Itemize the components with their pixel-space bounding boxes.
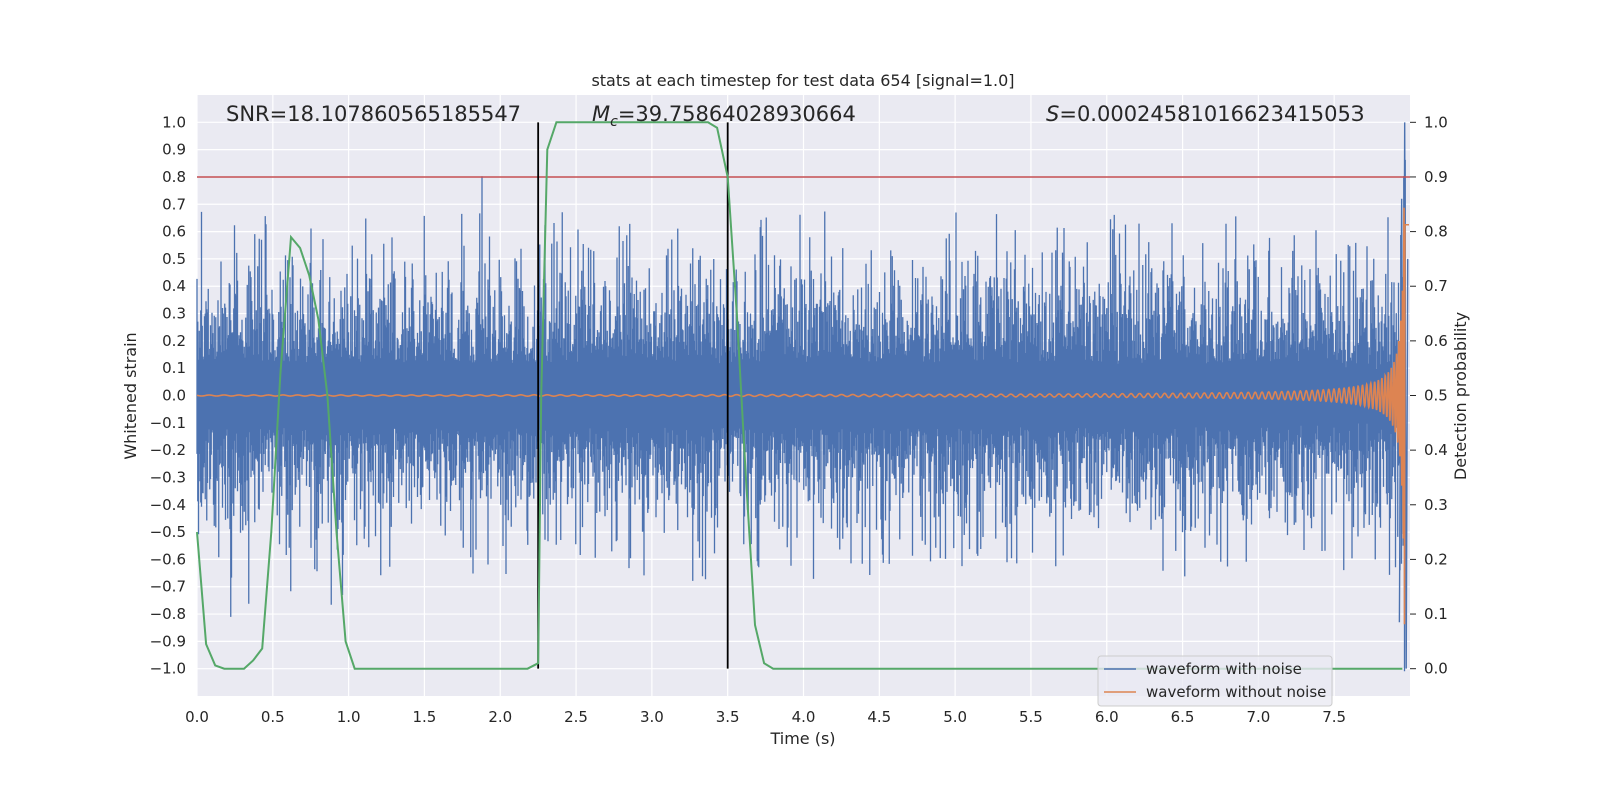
chirp-mass-annotation: Mc=39.75864028930664: [592, 102, 856, 130]
y-axis-label: Whitened strain: [121, 332, 140, 459]
y-tick-label: 0.9: [162, 141, 186, 159]
x-tick-label: 6.5: [1171, 708, 1195, 726]
x-tick-label: 1.5: [413, 708, 437, 726]
plot-content: [196, 121, 1410, 672]
y-tick-label: 0.8: [162, 168, 186, 186]
x-tick-label: 1.0: [337, 708, 361, 726]
chirp-mass-symbol: M: [592, 102, 610, 126]
y-tick-label: −0.6: [150, 550, 186, 568]
y-tick-label: 0.1: [162, 359, 186, 377]
y2-tick-label: 0.1: [1424, 605, 1448, 623]
y-tick-label: 0.3: [162, 305, 186, 323]
x-tick-label: 0.0: [185, 708, 209, 726]
s-statistic-value: =0.0002458101662341505З: [1059, 102, 1364, 126]
x-tick-label: 5.5: [1019, 708, 1043, 726]
x-tick-label: 6.0: [1095, 708, 1119, 726]
detection-probability-line: [196, 121, 1403, 670]
y-tick-label: 0.4: [162, 277, 186, 295]
x-tick-label: 3.0: [640, 708, 664, 726]
legend-label-clean: waveform without noise: [1146, 683, 1326, 701]
x-tick-label: 4.5: [867, 708, 891, 726]
y2-tick-label: 0.8: [1424, 223, 1448, 241]
chirp-mass-subscript: c: [610, 114, 618, 130]
x-tick-label: 4.0: [792, 708, 816, 726]
y2-axis-ticks: 0.0 0.1 0.2 0.3 0.4 0.5 0.6 0.7 0.8 0.9 1.0: [1410, 113, 1448, 678]
x-tick-label: 3.5: [716, 708, 740, 726]
x-axis-ticks: 0.0 0.5 1.0 1.5 2.0 2.5 3.0 3.5 4.0 4.5 5.0 5.5 6.0 6…: [185, 708, 1346, 726]
y-tick-label: 0.5: [162, 250, 186, 268]
snr-annotation: SNR=18.107860565185547: [226, 102, 521, 126]
y-axis-ticks: −1.0 −0.9 −0.8 −0.7 −0.6 −0.5 −0.4 −0.3 −0.2 −0.1…: [150, 113, 186, 677]
legend: waveform with noise waveform without noi…: [1097, 655, 1333, 707]
y2-tick-label: 0.5: [1424, 387, 1448, 405]
chart-title: stats at each timestep for test data 654…: [591, 71, 1014, 90]
y-tick-label: 0.7: [162, 195, 186, 213]
y2-tick-label: 1.0: [1424, 113, 1448, 131]
y-tick-label: −0.5: [150, 523, 186, 541]
clean-waveform-line: [196, 207, 1410, 625]
x-tick-label: 2.0: [488, 708, 512, 726]
y2-tick-label: 0.3: [1424, 496, 1448, 514]
y2-tick-label: 0.0: [1424, 660, 1448, 678]
y-tick-label: −0.3: [150, 468, 186, 486]
y-tick-label: −0.2: [150, 441, 186, 459]
legend-label-noisy: waveform with noise: [1146, 660, 1302, 678]
y-tick-label: −0.1: [150, 414, 186, 432]
y-tick-label: 0.2: [162, 332, 186, 350]
vertical-marker-lines: [537, 122, 729, 669]
y2-tick-label: 0.6: [1424, 332, 1448, 350]
y-tick-label: −0.9: [150, 632, 186, 650]
x-axis-label: Time (s): [769, 729, 835, 748]
s-statistic-symbol: S: [1046, 102, 1059, 126]
y2-axis-label: Detection probability: [1451, 312, 1470, 480]
y-tick-label: 1.0: [162, 113, 186, 131]
y-tick-label: −0.4: [150, 496, 186, 514]
y2-tick-label: 0.4: [1424, 441, 1448, 459]
y2-tick-label: 0.7: [1424, 277, 1448, 295]
y2-tick-label: 0.2: [1424, 550, 1448, 568]
x-tick-label: 7.5: [1322, 708, 1346, 726]
legend-box: [1097, 655, 1333, 707]
s-statistic-annotation: S=0.0002458101662341505З: [1046, 102, 1364, 126]
x-tick-label: 2.5: [564, 708, 588, 726]
x-tick-label: 5.0: [943, 708, 967, 726]
chirp-mass-value: =39.75864028930664: [618, 102, 856, 126]
y-tick-label: −1.0: [150, 660, 186, 678]
y-tick-label: −0.7: [150, 578, 186, 596]
x-tick-label: 7.0: [1246, 708, 1270, 726]
y-tick-label: −0.8: [150, 605, 186, 623]
y2-tick-label: 0.9: [1424, 168, 1448, 186]
x-tick-label: 0.5: [261, 708, 285, 726]
y-tick-label: 0.6: [162, 223, 186, 241]
y-tick-label: 0.0: [162, 387, 186, 405]
